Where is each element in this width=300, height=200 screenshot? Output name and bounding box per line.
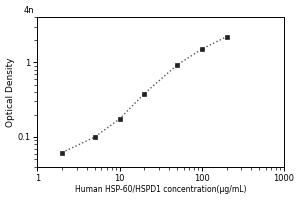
X-axis label: Human HSP-60/HSPD1 concentration(μg/mL): Human HSP-60/HSPD1 concentration(μg/mL): [75, 185, 246, 194]
Y-axis label: Optical Density: Optical Density: [6, 57, 15, 127]
Text: 4n: 4n: [24, 6, 34, 15]
